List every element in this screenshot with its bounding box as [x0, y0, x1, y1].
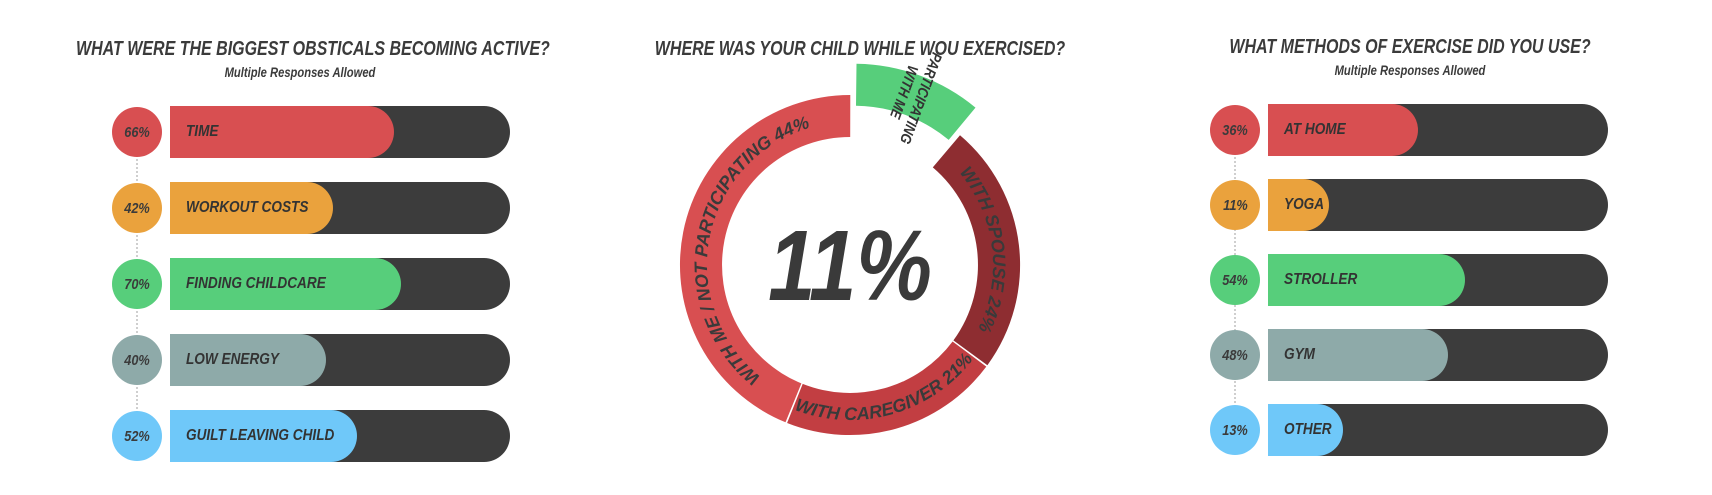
- obstacle-value-text: 40%: [124, 351, 150, 369]
- obstacle-value-text: 52%: [124, 427, 150, 445]
- obstacle-value-text: 66%: [124, 123, 150, 141]
- donut-center-value: 11%: [768, 209, 932, 321]
- method-value-badge: 54%: [1210, 255, 1260, 305]
- method-bar-track: YOGA: [1268, 179, 1608, 231]
- method-bar: [1268, 254, 1465, 306]
- methods-subtitle: Multiple Responses Allowed: [1334, 62, 1486, 78]
- obstacle-bar: [170, 106, 394, 158]
- donut-slice: [932, 135, 1021, 366]
- obstacle-bar-track: GUILT LEAVING CHILD: [170, 410, 510, 462]
- method-bar: [1268, 329, 1448, 381]
- child-location-title: WHERE WAS YOUR CHILD WHILE WOU EXERCISED…: [654, 38, 1066, 60]
- method-bar-label: AT HOME: [1284, 121, 1346, 138]
- method-bar-label: OTHER: [1284, 421, 1332, 438]
- donut-slice: [679, 94, 851, 423]
- obstacle-bar-track: LOW ENERGY: [170, 334, 510, 386]
- method-bar-label: STROLLER: [1284, 271, 1358, 288]
- obstacle-value-badge: 52%: [112, 411, 162, 461]
- obstacle-bar: [170, 410, 357, 462]
- method-bar-track: OTHER: [1268, 404, 1608, 456]
- obstacle-value-text: 70%: [124, 275, 150, 293]
- method-bar: [1268, 104, 1418, 156]
- obstacle-value-badge: 40%: [112, 335, 162, 385]
- method-value-badge: 13%: [1210, 405, 1260, 455]
- method-value-text: 11%: [1222, 196, 1248, 214]
- method-bar: [1268, 404, 1343, 456]
- obstacle-bar-label: TIME: [186, 123, 219, 140]
- obstacle-bar-label: GUILT LEAVING CHILD: [186, 427, 335, 444]
- method-bar-track: GYM: [1268, 329, 1608, 381]
- obstacle-bar: [170, 258, 401, 310]
- obstacle-value-badge: 42%: [112, 183, 162, 233]
- method-bar-label: YOGA: [1284, 196, 1325, 213]
- obstacle-bar-track: WORKOUT COSTS: [170, 182, 510, 234]
- obstacle-value-text: 42%: [124, 199, 150, 217]
- obstacle-bar: [170, 182, 333, 234]
- method-value-text: 13%: [1222, 421, 1248, 439]
- method-value-text: 36%: [1222, 121, 1248, 139]
- method-value-text: 54%: [1222, 271, 1248, 289]
- method-value-text: 48%: [1222, 346, 1248, 364]
- obstacle-value-badge: 70%: [112, 259, 162, 309]
- donut-slice: [856, 63, 976, 140]
- methods-title: WHAT METHODS OF EXERCISE DID YOU USE?: [1229, 36, 1591, 58]
- obstacle-bar-label: WORKOUT COSTS: [186, 199, 309, 216]
- obstacle-bar-track: FINDING CHILDCARE: [170, 258, 510, 310]
- method-bar-track: STROLLER: [1268, 254, 1608, 306]
- obstacle-value-badge: 66%: [112, 107, 162, 157]
- method-value-badge: 48%: [1210, 330, 1260, 380]
- method-bar: [1268, 179, 1329, 231]
- obstacles-title: WHAT WERE THE BIGGEST OBSTICALS BECOMING…: [76, 38, 550, 60]
- method-bar-track: AT HOME: [1268, 104, 1608, 156]
- obstacle-bar-track: TIME: [170, 106, 510, 158]
- donut-slice: [787, 341, 987, 436]
- obstacles-subtitle: Multiple Responses Allowed: [224, 64, 376, 80]
- obstacle-bar: [170, 334, 326, 386]
- method-bar-label: GYM: [1284, 346, 1315, 363]
- method-value-badge: 36%: [1210, 105, 1260, 155]
- obstacle-bar-label: FINDING CHILDCARE: [186, 275, 326, 292]
- method-value-badge: 11%: [1210, 180, 1260, 230]
- obstacle-bar-label: LOW ENERGY: [186, 351, 279, 368]
- child-location-donut-chart: WITH ME / NOT PARTICIPATING 44% PARTICIPA…: [679, 50, 1021, 436]
